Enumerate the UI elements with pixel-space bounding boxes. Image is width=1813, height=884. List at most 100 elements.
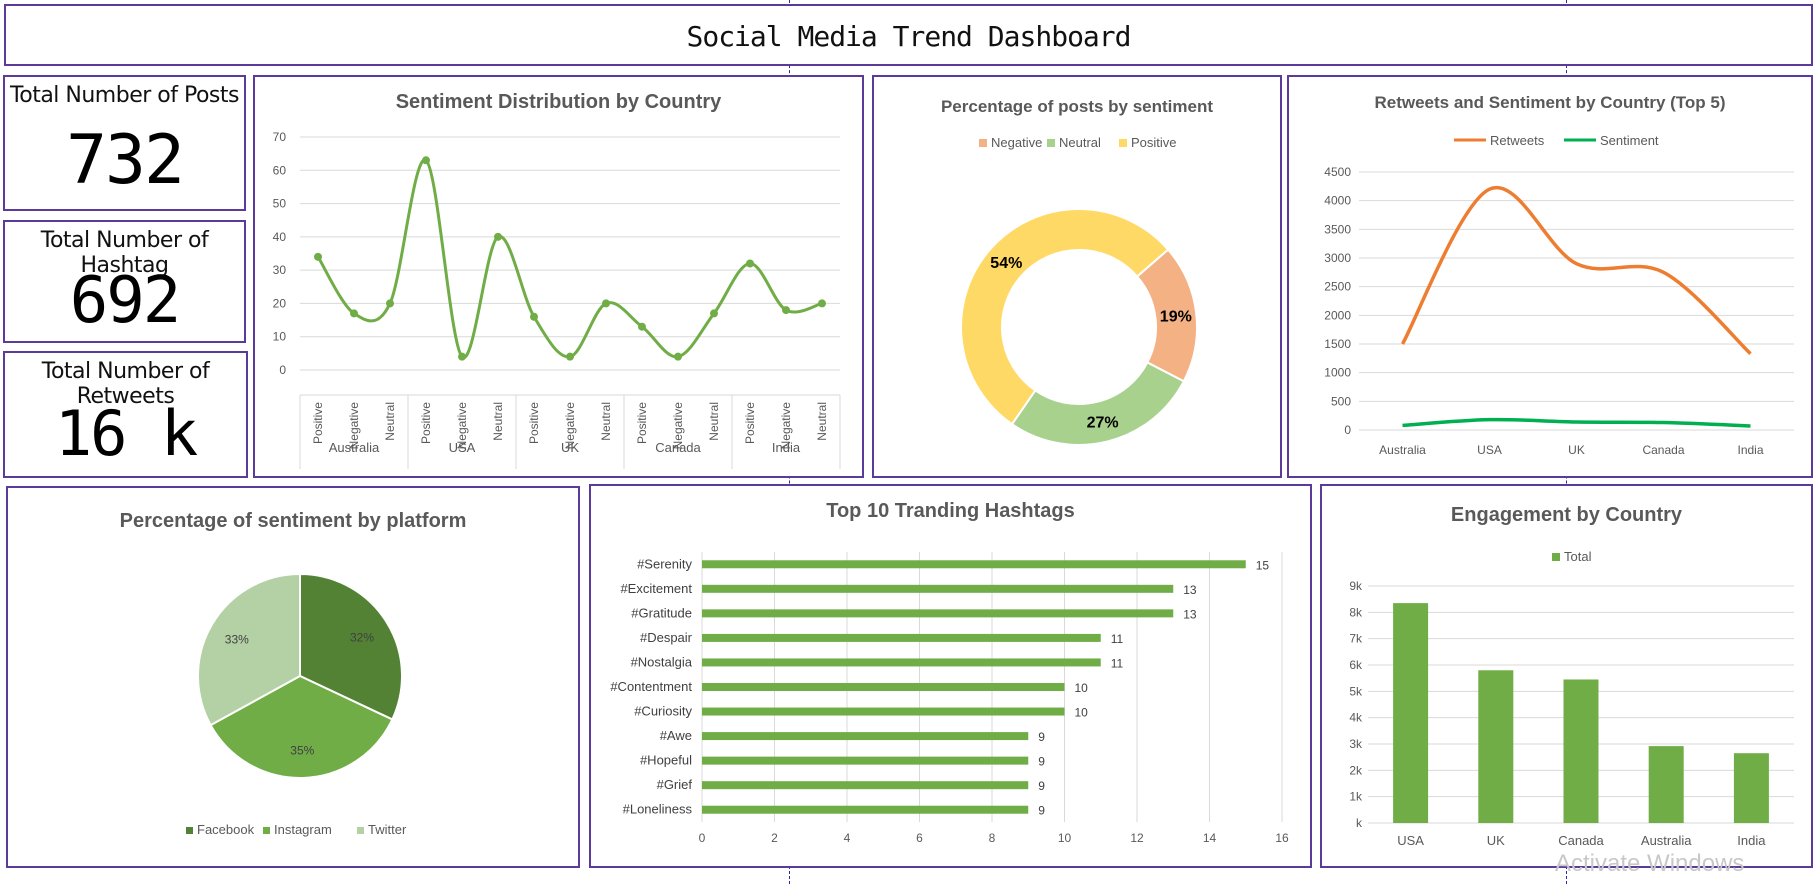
bar — [702, 584, 1174, 593]
y-tick-label: 7k — [1349, 632, 1363, 646]
bar — [1393, 603, 1429, 823]
data-point — [746, 259, 754, 268]
data-point — [782, 306, 790, 315]
legend-label: Instagram — [274, 822, 332, 837]
x-tick-label: Australia — [1379, 443, 1426, 457]
legend-swatch — [1047, 139, 1055, 147]
bar — [702, 683, 1065, 691]
x-tick-label: USA — [1397, 833, 1424, 848]
x-tick-label: 4 — [844, 831, 851, 845]
legend-label: Twitter — [368, 822, 407, 837]
y-tick-label: 2k — [1349, 763, 1363, 777]
y-tick-label: #Excitement — [620, 581, 692, 596]
bar-value-label: 13 — [1183, 607, 1197, 621]
top-hashtags-title: Top 10 Tranding Hashtags — [826, 500, 1075, 522]
kpi-posts-value: 732 — [66, 121, 185, 200]
x-tick-label: 16 — [1275, 831, 1289, 845]
data-point — [566, 352, 574, 361]
dashboard-title: Social Media Trend Dashboard — [686, 20, 1131, 53]
bar-value-label: 10 — [1075, 706, 1089, 720]
data-point — [710, 309, 718, 318]
legend-label: Retweets — [1490, 133, 1545, 148]
y-tick-label: 2500 — [1324, 280, 1351, 294]
data-point — [674, 352, 682, 361]
legend-label: Neutral — [1059, 135, 1101, 150]
bar — [702, 707, 1065, 716]
series-line-sentiment — [1402, 417, 1751, 428]
dashboard-header: Social Media Trend Dashboard — [4, 4, 1813, 66]
posts-by-sentiment-panel: Percentage of posts by sentiment Negativ… — [872, 75, 1282, 478]
y-tick-label: #Hopeful — [640, 753, 692, 768]
top-hashtags-chart: 0 2 4 6 8 10 12 14 16 #Serenity 15 #Excitement 13 #Gr… — [610, 552, 1289, 845]
y-tick-label: #Awe — [660, 728, 692, 743]
y-tick-label: 1500 — [1324, 337, 1351, 351]
group-label: Australia — [329, 440, 380, 455]
slice-label: 27% — [1087, 415, 1119, 432]
posts-by-sentiment-chart: Negative Neutral Positive 19% 27% 54% — [960, 135, 1198, 446]
bar — [1733, 753, 1769, 823]
legend-swatch — [263, 827, 270, 834]
y-tick-label: 50 — [273, 197, 287, 211]
x-tick-label: Neutral — [707, 402, 721, 441]
y-tick-label: 6k — [1349, 658, 1363, 672]
y-tick-label: #Contentment — [610, 679, 692, 694]
slice-label: 35% — [290, 743, 314, 757]
y-tick-label: #Grief — [657, 777, 693, 792]
y-tick-label: 0 — [1344, 423, 1351, 437]
pie-slice — [209, 674, 394, 779]
x-tick-label: 8 — [989, 831, 996, 845]
x-tick-label: Negative — [779, 402, 793, 450]
bar — [1478, 670, 1514, 823]
x-tick-label: Canada — [1558, 833, 1604, 848]
bar — [702, 609, 1174, 618]
x-tick-label: Neutral — [491, 402, 505, 441]
bar — [702, 560, 1246, 569]
kpi-hashtags-value: 692 — [69, 264, 182, 338]
bar — [1648, 746, 1684, 823]
data-point — [350, 309, 358, 318]
bar-value-label: 11 — [1111, 632, 1124, 646]
x-tick-label: Negative — [671, 402, 685, 450]
x-tick-label: India — [1737, 833, 1766, 848]
bar — [1563, 679, 1599, 823]
bar-value-label: 9 — [1038, 779, 1045, 793]
slice-label: 33% — [225, 633, 249, 647]
sentiment-by-country-chart: 0 10 20 30 40 50 60 70 Positive Negative Neutral Po… — [273, 130, 841, 469]
y-tick-label: #Curiosity — [634, 704, 692, 719]
data-point — [314, 252, 322, 261]
x-tick-label: India — [1737, 443, 1763, 457]
legend-label: Negative — [991, 135, 1042, 150]
bar-value-label: 15 — [1256, 558, 1270, 572]
y-tick-label: 60 — [273, 163, 287, 177]
legend-swatch — [979, 139, 987, 147]
pie-slice — [299, 572, 403, 721]
y-tick-label: 1k — [1349, 790, 1363, 804]
legend-label: Positive — [1131, 135, 1177, 150]
legend-label: Facebook — [197, 822, 255, 837]
bar — [702, 805, 1029, 814]
data-point — [638, 322, 646, 331]
x-tick-label: Negative — [563, 402, 577, 450]
slice-label: 54% — [990, 255, 1022, 272]
data-point — [422, 156, 430, 165]
x-tick-label: Negative — [455, 402, 469, 450]
y-tick-label: 8k — [1349, 605, 1363, 619]
x-tick-label: Neutral — [383, 402, 397, 441]
x-tick-label: Negative — [347, 402, 361, 450]
slice-label: 32% — [350, 631, 374, 645]
y-tick-label: 5k — [1349, 684, 1363, 698]
x-tick-label: Positive — [527, 402, 541, 444]
x-tick-label: Australia — [1641, 833, 1692, 848]
kpi-hashtags-label: Total Number of Hashtag — [40, 228, 209, 278]
sentiment-by-country-panel: Sentiment Distribution by Country 0 10 20 3… — [253, 75, 864, 478]
data-point — [818, 299, 826, 308]
bar — [702, 756, 1029, 765]
y-tick-label: #Gratitude — [631, 605, 692, 620]
legend-label: Total — [1564, 549, 1592, 564]
kpi-posts-card: Total Number of Posts 732 — [3, 75, 246, 211]
series-line-retweets — [1400, 185, 1752, 356]
y-tick-label: 3000 — [1324, 251, 1351, 265]
x-tick-label: UK — [1487, 833, 1505, 848]
retweets-sentiment-panel: Retweets and Sentiment by Country (Top 5… — [1287, 75, 1813, 478]
x-tick-label: UK — [1568, 443, 1585, 457]
